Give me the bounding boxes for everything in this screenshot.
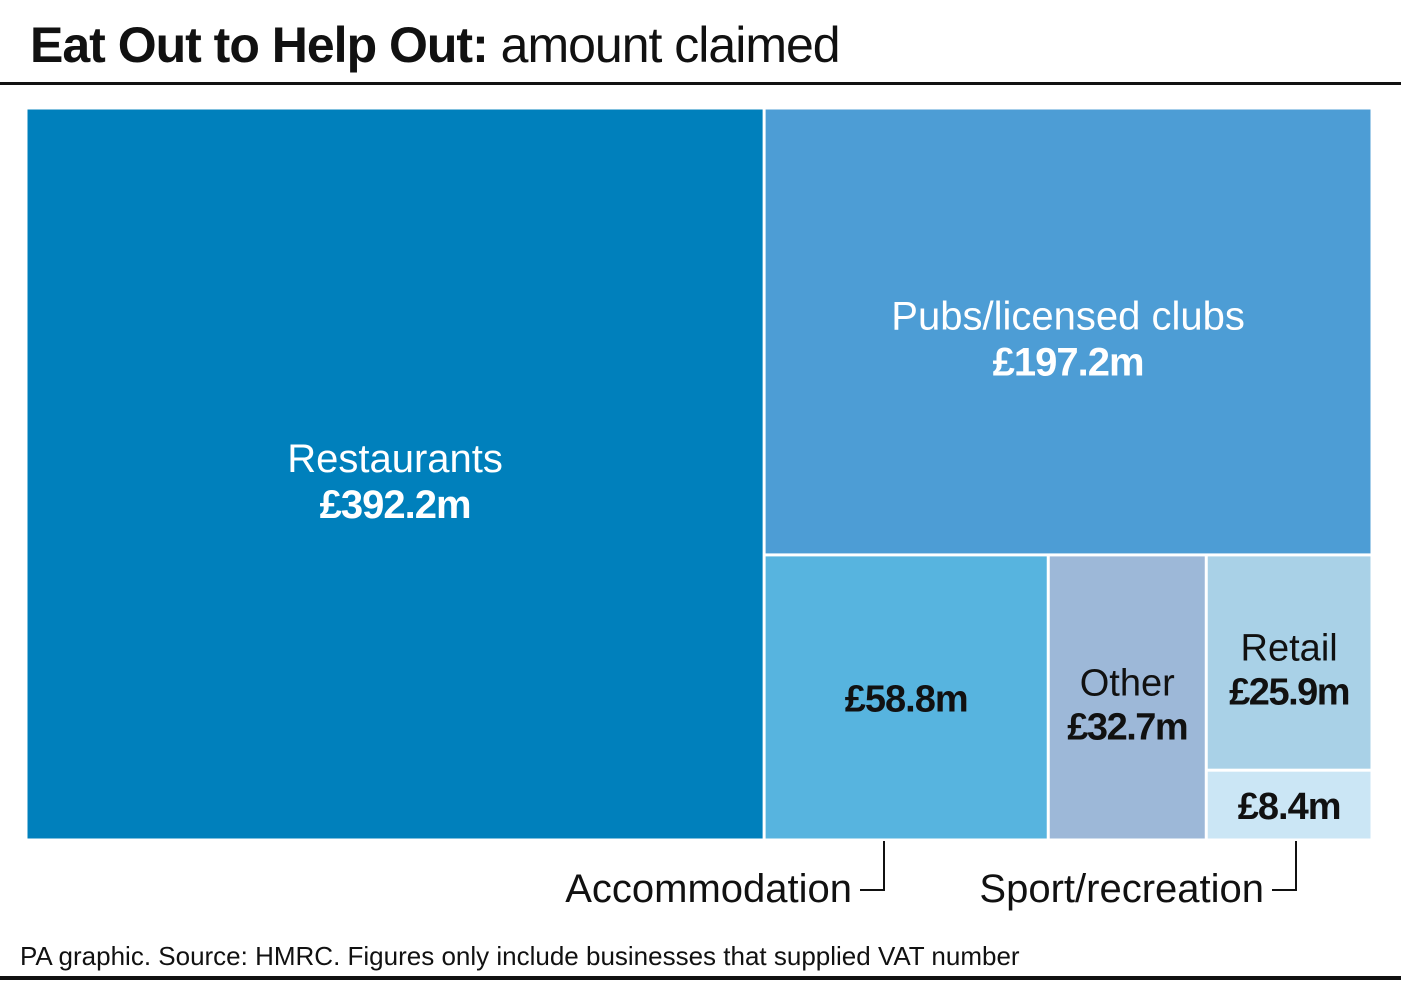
source-note: PA graphic. Source: HMRC. Figures only i…	[20, 941, 1020, 971]
cell-pubs-licensed-clubs	[765, 109, 1371, 554]
callout-label-sport-recreation: Sport/recreation	[979, 867, 1264, 911]
value-pubs-licensed-clubs: £197.2m	[993, 340, 1144, 384]
leader-sport-recreation	[1272, 841, 1297, 891]
cell-sport-recreation	[1207, 771, 1371, 839]
value-sport-recreation: £8.4m	[1238, 786, 1341, 828]
value-accommodation: £58.8m	[845, 678, 968, 720]
label-other: Other	[1080, 662, 1175, 704]
cell-accommodation	[765, 556, 1047, 839]
label-restaurants: Restaurants	[287, 437, 503, 481]
value-restaurants: £392.2m	[320, 483, 471, 527]
cell-restaurants	[27, 109, 763, 839]
title-bold: Eat Out to Help Out:	[30, 17, 489, 73]
footer-divider	[0, 976, 1401, 980]
page-title: Eat Out to Help Out: amount claimed	[30, 12, 841, 78]
title-regular: amount claimed	[500, 17, 841, 73]
value-retail: £25.9m	[1229, 672, 1349, 714]
value-other: £32.7m	[1067, 706, 1187, 748]
cell-retail	[1207, 556, 1371, 769]
leader-accommodation	[860, 841, 885, 891]
callout-label-accommodation: Accommodation	[565, 867, 852, 911]
label-pubs-licensed-clubs: Pubs/licensed clubs	[891, 294, 1245, 338]
label-retail: Retail	[1241, 628, 1338, 670]
cell-other	[1049, 556, 1205, 839]
title-divider	[0, 82, 1401, 85]
